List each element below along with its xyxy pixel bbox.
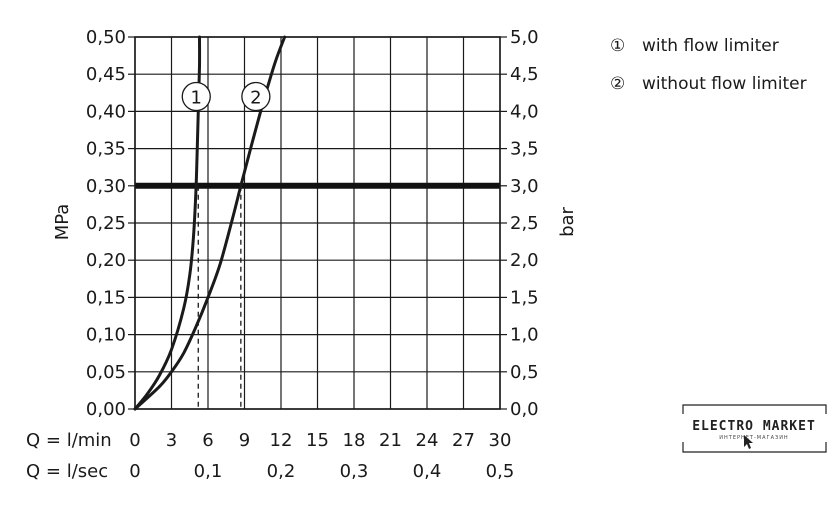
y-tick-label-left: 0,45: [86, 64, 126, 85]
y-tick-label-right: 4,0: [510, 101, 539, 122]
series-marker-label-1: 1: [191, 88, 202, 109]
x-tick-rows: Q = l/min 0 3 6 9 12 15 18 21 24 27 30 Q = l/sec 0 0,1…: [26, 430, 514, 482]
y-tick-label-left: 0,25: [86, 213, 126, 234]
y-ticks-left: 0,00 0,05 0,10 0,15 0,20 0,25 0,30 0,35 0,40 0,45…: [86, 27, 135, 420]
legend-label-1: with flow limiter: [642, 36, 779, 56]
x-tick-label: 3: [166, 430, 177, 451]
x-tick-label: 0: [129, 430, 140, 451]
x-tick-label: 6: [202, 430, 213, 451]
y-tick-label-left: 0,05: [86, 362, 126, 383]
x-tick-label: 27: [452, 430, 475, 451]
y-tick-label-right: 4,5: [510, 64, 539, 85]
y-tick-label-left: 0,35: [86, 139, 126, 160]
y-tick-label-left: 0,10: [86, 325, 126, 346]
y-tick-label-left: 0,15: [86, 287, 126, 308]
y-tick-label-right: 2,5: [510, 213, 539, 234]
legend-symbol-1: ①: [610, 36, 625, 56]
x-tick-label: 24: [416, 430, 439, 451]
x-tick-label: 0,2: [267, 461, 296, 482]
y-tick-label-right: 0,5: [510, 362, 539, 383]
y-tick-label-right: 2,0: [510, 250, 539, 271]
y-tick-label-left: 0,00: [86, 399, 126, 420]
y-tick-label-right: 3,0: [510, 176, 539, 197]
legend: ① with flow limiter ② without flow limit…: [610, 36, 807, 94]
x-tick-label: 0,4: [413, 461, 442, 482]
y-axis-title-right: bar: [557, 206, 578, 236]
legend-symbol-2: ②: [610, 74, 625, 94]
x-tick-label: 9: [239, 430, 250, 451]
legend-entry-2: ② without flow limiter: [610, 74, 807, 94]
y-tick-label-left: 0,50: [86, 27, 126, 48]
cursor-icon: [744, 435, 753, 449]
series-marker-circle-1: [181, 81, 211, 112]
legend-label-2: without flow limiter: [642, 74, 807, 94]
x-tick-label: 21: [379, 430, 402, 451]
x-tick-label: 0,5: [486, 461, 515, 482]
series-marker-label-2: 2: [250, 88, 261, 109]
y-tick-label-right: 1,5: [510, 287, 539, 308]
x-tick-label: 0,1: [194, 461, 223, 482]
y-tick-label-left: 0,20: [86, 250, 126, 271]
y-tick-label-left: 0,40: [86, 101, 126, 122]
x-tick-label: 15: [306, 430, 329, 451]
x-axis-row-label: Q = l/min: [26, 430, 112, 451]
x-tick-label: 0: [129, 461, 140, 482]
y-ticks-right: 0,0 0,5 1,0 1,5 2,0 2,5 3,0 3,5 4,0 4,5 5,0: [500, 27, 539, 420]
watermark-logo: ELECTRO MARKET ИНТЕРНЕТ-МАГАЗИН: [682, 404, 827, 453]
y-tick-label-right: 5,0: [510, 27, 539, 48]
x-tick-label: 0,3: [340, 461, 369, 482]
watermark-text: ELECTRO MARKET: [692, 419, 816, 434]
x-tick-label: 12: [270, 430, 293, 451]
y-tick-label-right: 3,5: [510, 139, 539, 160]
watermark-subtext: ИНТЕРНЕТ-МАГАЗИН: [719, 435, 788, 441]
x-tick-label: 30: [489, 430, 512, 451]
y-tick-label-right: 1,0: [510, 325, 539, 346]
y-tick-label-left: 0,30: [86, 176, 126, 197]
y-tick-label-right: 0,0: [510, 399, 539, 420]
x-axis-row-label: Q = l/sec: [26, 461, 108, 482]
y-axis-title-left: MPa: [52, 204, 73, 241]
series-marker-circle-2: [241, 81, 271, 112]
legend-entry-1: ① with flow limiter: [610, 36, 779, 56]
x-tick-label: 18: [343, 430, 366, 451]
